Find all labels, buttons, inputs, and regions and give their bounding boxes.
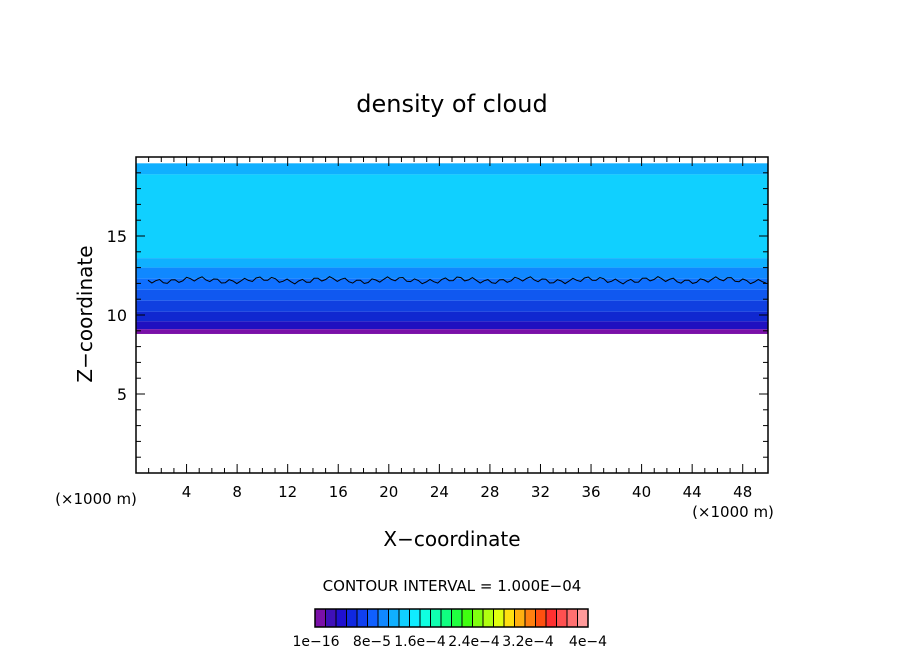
y-axis-label: Z−coordinate <box>73 245 97 382</box>
colorbar-swatch <box>577 608 589 628</box>
contour-interval-text: CONTOUR INTERVAL = 1.000E−04 <box>323 577 582 595</box>
colorbar-label: 4e−4 <box>569 634 607 650</box>
colorbar-swatch <box>566 608 578 628</box>
colorbar-swatch <box>367 608 379 628</box>
x-axis-label: X−coordinate <box>383 527 520 551</box>
colorbar-swatch <box>314 608 326 628</box>
field-band-6 <box>136 300 768 312</box>
colorbar-swatch <box>430 608 442 628</box>
colorbar-label: 8e−5 <box>353 634 391 650</box>
colorbar-swatch <box>493 608 505 628</box>
colorbar-swatch <box>503 608 515 628</box>
x-tick-label: 48 <box>733 483 752 501</box>
contour-path <box>147 276 767 285</box>
x-tick-label: 12 <box>278 483 297 501</box>
field-band-3 <box>136 267 768 279</box>
x-tick-label: 20 <box>379 483 398 501</box>
field-band-9 <box>136 329 768 334</box>
density-field <box>136 163 768 334</box>
colorbar-swatch <box>356 608 368 628</box>
colorbar-swatch <box>545 608 557 628</box>
y-tick-label: 5 <box>117 385 127 404</box>
colorbar-swatch <box>346 608 358 628</box>
colorbar-swatch <box>419 608 431 628</box>
field-band-8 <box>136 321 768 330</box>
x-tick-label: 32 <box>531 483 550 501</box>
colorbar-swatch <box>335 608 347 628</box>
x-unit-left: (×1000 m) <box>55 490 137 508</box>
x-tick-label: 8 <box>232 483 242 501</box>
colorbar-swatch <box>409 608 421 628</box>
y-axis-ticks: 5 10 15 <box>107 172 768 458</box>
x-tick-label: 16 <box>329 483 348 501</box>
x-axis-ticks: 4 8 12 16 20 24 28 32 36 40 44 48 <box>148 157 756 501</box>
colorbar-swatch <box>398 608 410 628</box>
field-band-4 <box>136 278 768 290</box>
x-unit-right: (×1000 m) <box>692 503 774 521</box>
x-tick-label: 24 <box>430 483 449 501</box>
colorbar-label: 1.6e−4 <box>394 634 446 650</box>
colorbar-label: 2.4e−4 <box>448 634 500 650</box>
colorbar-border <box>314 608 589 628</box>
colorbar-label: 3.2e−4 <box>502 634 554 650</box>
colorbar-swatch <box>472 608 484 628</box>
colorbar-swatch <box>535 608 547 628</box>
colorbar-swatch <box>440 608 452 628</box>
x-tick-label: 36 <box>581 483 600 501</box>
colorbar-labels: 1e−16 8e−5 1.6e−4 2.4e−4 3.2e−4 4e−4 <box>292 634 607 650</box>
contour-line <box>147 276 767 285</box>
x-tick-label: 4 <box>182 483 192 501</box>
x-tick-label: 28 <box>480 483 499 501</box>
colorbar-swatch <box>482 608 494 628</box>
y-tick-label: 10 <box>107 306 127 325</box>
colorbar <box>314 608 589 628</box>
colorbar-swatch <box>451 608 463 628</box>
colorbar-swatch <box>461 608 473 628</box>
field-band-0 <box>136 163 768 175</box>
colorbar-swatch <box>556 608 568 628</box>
colorbar-swatch <box>388 608 400 628</box>
field-band-1 <box>136 174 768 259</box>
field-band-5 <box>136 289 768 301</box>
field-band-2 <box>136 258 768 268</box>
colorbar-swatch <box>377 608 389 628</box>
x-tick-label: 44 <box>683 483 702 501</box>
colorbar-swatch <box>325 608 337 628</box>
x-tick-label: 40 <box>632 483 651 501</box>
y-tick-label: 15 <box>107 227 127 246</box>
field-band-7 <box>136 311 768 322</box>
colorbar-swatch <box>524 608 536 628</box>
chart-title: density of cloud <box>356 90 547 118</box>
colorbar-swatch <box>514 608 526 628</box>
colorbar-label: 1e−16 <box>292 634 339 650</box>
